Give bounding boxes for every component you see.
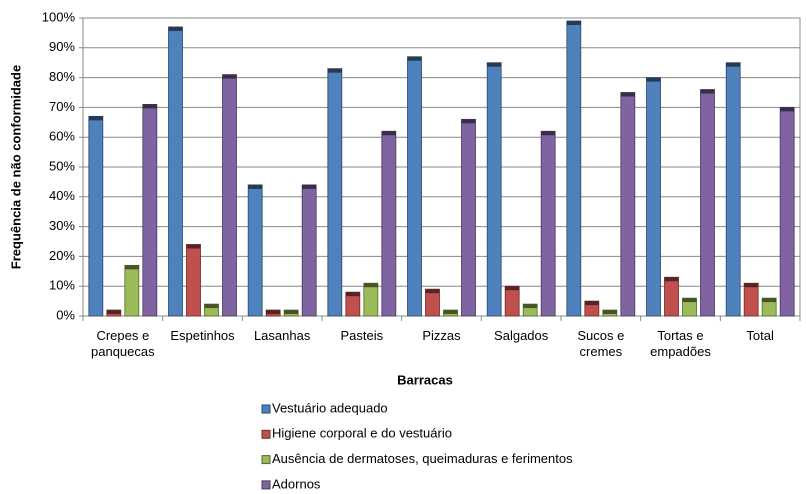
bar xyxy=(363,282,379,317)
bar-cap xyxy=(682,298,697,303)
bar-cap xyxy=(664,277,679,282)
bar xyxy=(124,264,140,317)
bar xyxy=(540,130,556,317)
x-tick-label: Tortas e empadões xyxy=(650,328,711,359)
bar-cap xyxy=(327,68,342,73)
x-tick-label: Lasanhas xyxy=(253,328,311,343)
bar-cap xyxy=(88,116,103,121)
y-tick-label: 50% xyxy=(49,158,75,173)
bar-cap xyxy=(222,74,237,79)
bar xyxy=(142,104,158,317)
bar xyxy=(566,20,582,317)
y-tick-label: 10% xyxy=(49,278,75,293)
bar-cap xyxy=(762,298,777,303)
bar xyxy=(381,130,397,317)
bar-cap xyxy=(381,131,396,136)
x-tick-label: Crepes e panquecas xyxy=(91,328,155,359)
x-tick-label: Pasteis xyxy=(340,328,384,343)
x-tick-label: Total xyxy=(746,328,774,343)
bar xyxy=(664,276,679,317)
bar-cap xyxy=(106,310,121,315)
bar-cap xyxy=(646,77,661,82)
y-tick-label: 60% xyxy=(49,129,75,144)
legend-label: Adornos xyxy=(272,476,321,491)
y-tick-label: 70% xyxy=(49,99,75,114)
bar-cap xyxy=(186,244,201,249)
bar-cap xyxy=(487,62,502,67)
bar xyxy=(247,184,263,317)
bar-cap xyxy=(726,62,741,67)
bar-cap xyxy=(461,119,476,124)
bar-cap xyxy=(204,304,219,309)
legend-label: Higiene corporal e do vestuário xyxy=(272,426,452,441)
bar-cap xyxy=(248,184,263,189)
bar-cap xyxy=(124,265,139,270)
bar xyxy=(222,74,237,317)
x-tick-label: Sucos e cremes xyxy=(577,328,625,359)
y-tick-label: 0% xyxy=(56,307,75,322)
y-tick-label: 90% xyxy=(49,39,75,54)
bar xyxy=(743,282,759,317)
x-tick-label: Espetinhos xyxy=(170,328,235,343)
bar-cap xyxy=(541,131,556,136)
bar-cap xyxy=(744,283,759,288)
bar xyxy=(168,26,183,317)
legend-swatch xyxy=(261,429,271,439)
bar-cap xyxy=(363,283,378,288)
legend-swatch xyxy=(261,455,271,465)
bar xyxy=(486,62,502,317)
bar-cap xyxy=(266,310,281,315)
bar xyxy=(779,107,795,317)
bar-cap xyxy=(284,310,299,315)
bar-cap xyxy=(602,310,617,315)
bar-cap xyxy=(700,89,715,94)
bar xyxy=(186,244,201,317)
bar-cap xyxy=(302,184,317,189)
bar-cap xyxy=(620,92,635,97)
legend-label: Ausência de dermatoses, queimaduras e fe… xyxy=(272,451,573,466)
x-axis-title: Barracas xyxy=(397,372,453,387)
bar-cap xyxy=(168,26,183,31)
bar-cap xyxy=(523,304,538,309)
y-tick-label: 20% xyxy=(49,248,75,263)
bar xyxy=(425,288,440,317)
x-tick-label: Pizzas xyxy=(422,328,461,343)
bar-cap xyxy=(425,289,440,294)
bar xyxy=(88,115,104,317)
bar xyxy=(407,56,422,317)
bar-cap xyxy=(407,56,422,61)
y-tick-label: 100% xyxy=(42,9,76,24)
bar xyxy=(646,77,661,317)
y-axis-title: Frequência de não conformidade xyxy=(8,65,23,269)
legend-swatch xyxy=(261,404,271,414)
bar xyxy=(725,62,741,317)
legend-label: Vestuário adequado xyxy=(272,400,388,415)
legend-swatch xyxy=(261,480,271,490)
bar xyxy=(620,92,636,317)
bar xyxy=(327,68,343,317)
bar xyxy=(301,184,317,317)
bar xyxy=(461,118,476,317)
bar xyxy=(700,89,715,317)
bar-cap xyxy=(142,104,157,109)
y-tick-label: 40% xyxy=(49,188,75,203)
bar-cap xyxy=(443,310,458,315)
bar-cap xyxy=(345,292,360,297)
bar-cap xyxy=(584,301,599,306)
bar xyxy=(504,285,520,317)
y-tick-label: 80% xyxy=(49,69,75,84)
y-tick-label: 30% xyxy=(49,218,75,233)
x-tick-label: Salgados xyxy=(494,328,549,343)
bar-cap xyxy=(780,107,795,112)
bar-cap xyxy=(566,20,581,25)
bar-cap xyxy=(505,286,520,291)
